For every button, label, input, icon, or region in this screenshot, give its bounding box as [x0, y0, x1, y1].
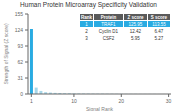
svg-text:155: 155	[15, 11, 24, 17]
html-text:6.47: 6.47	[154, 29, 164, 34]
html-text:TRAF1: TRAF1	[101, 22, 116, 27]
html-text:Cyclin D1: Cyclin D1	[98, 29, 119, 34]
svg-text:124: 124	[15, 27, 24, 33]
svg-text:62: 62	[17, 59, 23, 65]
svg-text:20: 20	[119, 98, 125, 104]
html-text:5.27: 5.27	[154, 36, 164, 41]
svg-text:31: 31	[17, 75, 23, 81]
html-text:1: 1	[85, 22, 88, 27]
html-text:Human Protein Microarray Speci: Human Protein Microarray Specificity Val…	[20, 1, 157, 8]
html-text:Rank: Rank	[81, 15, 92, 20]
svg-text:Strength of Signal (Z score): Strength of Signal (Z score)	[8, 23, 9, 84]
svg-text:93: 93	[17, 43, 23, 49]
html-text:S score: S score	[150, 15, 168, 20]
html-text:125.95: 125.95	[128, 22, 143, 27]
svg-text:30: 30	[166, 98, 169, 104]
svg-text:1: 1	[30, 98, 33, 104]
html-text:Protein: Protein	[100, 15, 117, 20]
html-text:113.55: 113.55	[152, 22, 166, 27]
svg-text:10: 10	[71, 98, 77, 104]
html-text:Z score: Z score	[127, 15, 144, 20]
svg-text:0: 0	[20, 91, 23, 97]
html-text:12.42: 12.42	[129, 29, 142, 34]
html-text:2: 2	[85, 29, 88, 34]
svg-text:Signal Rank: Signal Rank	[86, 106, 113, 111]
html-text:5.95: 5.95	[131, 36, 140, 41]
html-text:3: 3	[85, 36, 88, 41]
html-text:CSF2: CSF2	[102, 36, 115, 41]
